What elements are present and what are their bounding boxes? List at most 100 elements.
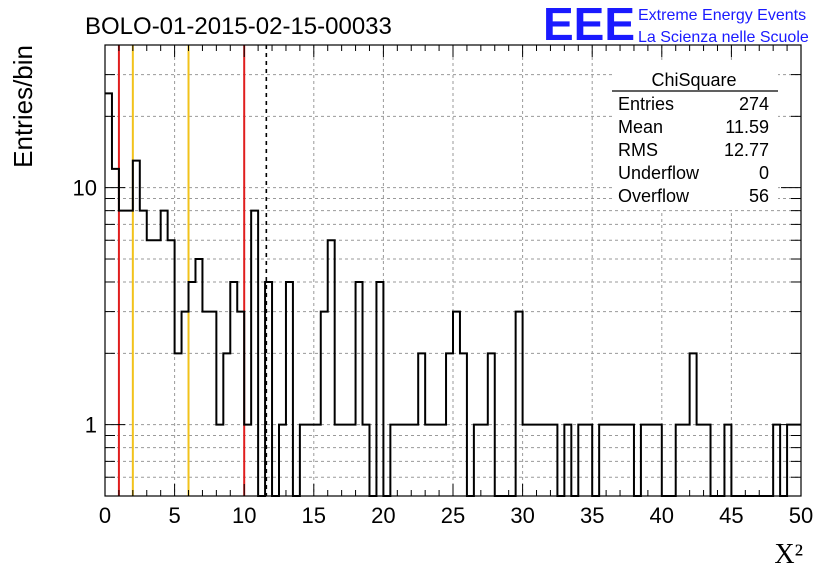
x-tick-label: 50 bbox=[789, 503, 813, 528]
histogram-bin bbox=[627, 425, 634, 496]
histogram-bin bbox=[676, 425, 683, 496]
histogram-bin bbox=[112, 169, 119, 496]
histogram-bin bbox=[446, 353, 453, 496]
histogram-bin bbox=[425, 425, 432, 496]
axes bbox=[104, 44, 802, 497]
histogram-bin bbox=[147, 240, 154, 496]
histogram-bin bbox=[376, 282, 383, 496]
histogram-bin bbox=[606, 425, 613, 496]
histogram-bin bbox=[648, 425, 655, 496]
histogram-bin bbox=[599, 425, 606, 496]
histogram-bin bbox=[620, 425, 627, 496]
histogram-bin bbox=[704, 425, 711, 496]
histogram-bin bbox=[697, 425, 704, 496]
x-tick-label: 45 bbox=[719, 503, 743, 528]
histogram-bin bbox=[168, 240, 175, 496]
histogram-bin bbox=[564, 425, 571, 496]
histogram-bin bbox=[481, 425, 488, 496]
stats-box-frame bbox=[612, 62, 778, 210]
histogram-bin bbox=[195, 259, 202, 496]
histogram-bin bbox=[175, 353, 182, 496]
y-axis-label: Entries/bin bbox=[8, 45, 38, 168]
histogram-bin bbox=[390, 425, 397, 496]
x-tick-label: 30 bbox=[510, 503, 534, 528]
histogram-bin bbox=[432, 425, 439, 496]
histogram-bin bbox=[119, 211, 126, 496]
histogram-bin bbox=[523, 425, 530, 496]
stats-overflow-value: 56 bbox=[749, 186, 769, 206]
histogram-bin bbox=[342, 425, 349, 496]
histogram-bin bbox=[537, 425, 544, 496]
histogram-bin bbox=[154, 240, 161, 496]
histogram-bin bbox=[474, 425, 481, 496]
x-tick-label: 0 bbox=[99, 503, 111, 528]
histogram-bin bbox=[202, 312, 209, 496]
x-tick-label: 5 bbox=[168, 503, 180, 528]
histogram-bin bbox=[321, 312, 328, 496]
histogram-bin bbox=[613, 425, 620, 496]
tick-labels: 0 5 10 15 20 25 30 35 40 45 50 1 10 bbox=[73, 176, 814, 528]
histogram-bin bbox=[363, 425, 370, 496]
stats-underflow-value: 0 bbox=[759, 163, 769, 183]
stats-header: ChiSquare bbox=[651, 70, 736, 90]
histogram-bin bbox=[397, 425, 404, 496]
histogram-bin bbox=[314, 425, 321, 496]
histogram-bin bbox=[223, 353, 230, 496]
histogram-bin bbox=[230, 282, 237, 496]
eee-logo: EEE Extreme Energy Events La Scienza nel… bbox=[543, 0, 809, 50]
histogram-bin bbox=[182, 312, 189, 496]
x-tick-label: 15 bbox=[302, 503, 326, 528]
histogram-bin bbox=[411, 425, 418, 496]
histogram-bin bbox=[439, 425, 446, 496]
histogram-bin bbox=[161, 211, 168, 496]
reference-lines bbox=[117, 45, 268, 496]
x-tick-label: 35 bbox=[580, 503, 604, 528]
histogram-bin bbox=[328, 240, 335, 496]
histogram-bin bbox=[585, 425, 592, 496]
stats-rms-value: 12.77 bbox=[724, 140, 769, 160]
histogram-bin bbox=[209, 312, 216, 496]
histogram-bin bbox=[237, 312, 244, 496]
histogram-bin bbox=[724, 425, 731, 496]
histogram-bin bbox=[356, 282, 363, 496]
histogram-bin bbox=[300, 425, 307, 496]
x-tick-label: 25 bbox=[441, 503, 465, 528]
histogram-bin bbox=[516, 312, 523, 496]
x-tick-label: 40 bbox=[650, 503, 674, 528]
stats-mean-label: Mean bbox=[618, 117, 663, 137]
stats-box: ChiSquare Entries 274 Mean 11.59 RMS 12.… bbox=[612, 70, 778, 206]
histogram-bin bbox=[404, 425, 411, 496]
histogram-bin bbox=[265, 282, 272, 496]
histogram-bin bbox=[189, 282, 196, 496]
histogram-bin bbox=[244, 425, 251, 496]
x-tick-label: 10 bbox=[232, 503, 256, 528]
plot-frame bbox=[104, 44, 802, 497]
stats-underflow-label: Underflow bbox=[618, 163, 700, 183]
histogram-bin bbox=[133, 161, 140, 496]
histogram-bin bbox=[655, 425, 662, 496]
histogram-bin bbox=[126, 211, 133, 496]
logo-line-2: La Scienza nelle Scuole bbox=[638, 29, 809, 46]
histogram-bin bbox=[773, 425, 780, 496]
chart-title: BOLO-01-2015-02-15-00033 bbox=[85, 13, 392, 40]
x-axis-label: X² bbox=[774, 539, 803, 570]
histogram-bin bbox=[140, 211, 147, 496]
y-tick-label: 1 bbox=[85, 413, 97, 438]
stats-entries-value: 274 bbox=[739, 94, 769, 114]
x-tick-label: 20 bbox=[371, 503, 395, 528]
histogram-bin bbox=[488, 353, 495, 496]
stats-entries-label: Entries bbox=[618, 94, 674, 114]
stats-mean-value: 11.59 bbox=[725, 117, 769, 137]
histogram-bin bbox=[550, 425, 557, 496]
histogram-bin bbox=[453, 312, 460, 496]
stats-overflow-label: Overflow bbox=[618, 186, 690, 206]
histogram-bin bbox=[641, 425, 648, 496]
histogram-bin bbox=[279, 425, 286, 496]
logo-line-1: Extreme Energy Events bbox=[638, 7, 806, 24]
logo-mark: EEE bbox=[543, 0, 635, 50]
histogram-bin bbox=[418, 353, 425, 496]
histogram-bin bbox=[251, 211, 258, 496]
histogram-bin bbox=[530, 425, 537, 496]
histogram-bin bbox=[683, 425, 690, 496]
